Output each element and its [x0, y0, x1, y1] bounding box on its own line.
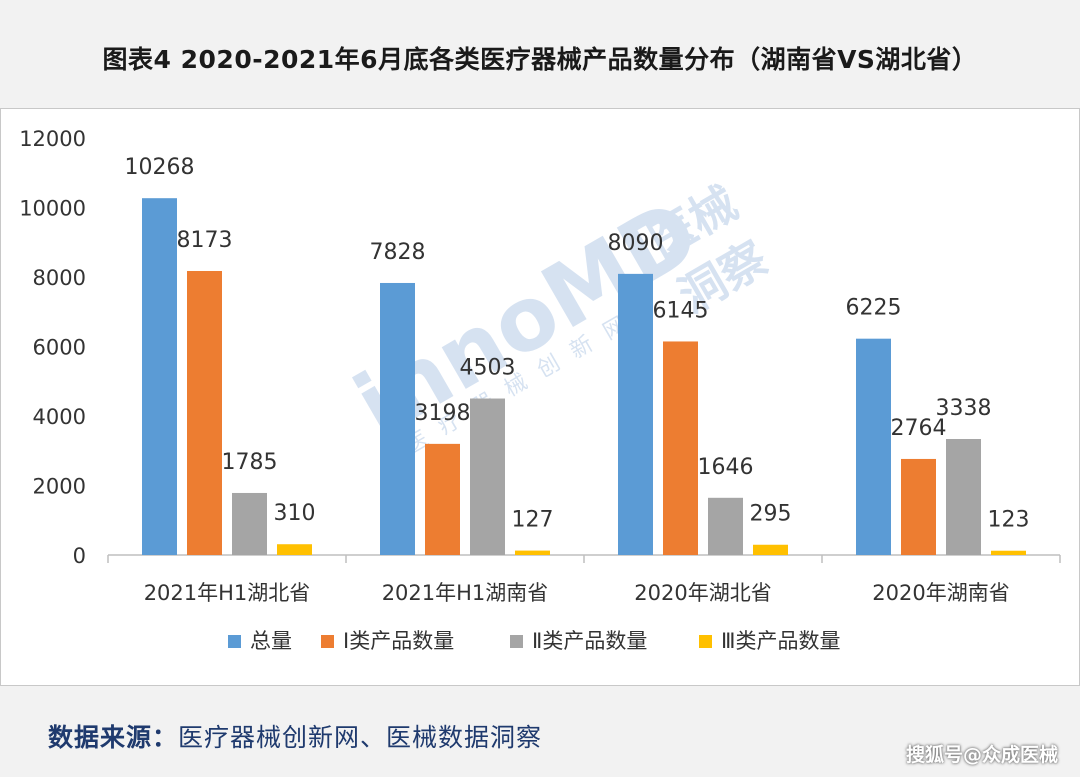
data-label: 127: [512, 508, 554, 533]
bar-1-4: [856, 338, 891, 555]
legend-label: Ⅱ类产品数量: [532, 629, 647, 653]
source-line: 数据来源：医疗器械创新网、医械数据洞察: [48, 718, 542, 754]
data-label: 295: [750, 502, 792, 527]
axes: 0 2000 4000 6000 8000 10000 12000 2021年H1湖北省 202…: [19, 127, 1061, 605]
data-label: 8090: [608, 231, 664, 256]
data-label: 310: [274, 501, 316, 526]
data-label: 1785: [222, 450, 278, 475]
legend-swatch: [321, 635, 334, 648]
bar-4-3: [753, 544, 788, 555]
legend-label: 总量: [250, 629, 292, 653]
data-label: 123: [988, 508, 1030, 533]
y-tick-label: 12000: [19, 127, 86, 151]
x-tick-label: 2021年H1湖北省: [144, 581, 311, 605]
bar-3-3: [708, 497, 743, 555]
data-label: 2764: [891, 416, 947, 441]
data-label: 6145: [653, 298, 709, 323]
data-label: 8173: [177, 228, 233, 253]
bar-1-2: [380, 282, 415, 555]
bar-1-3: [618, 273, 653, 555]
bar-4-2: [515, 550, 550, 555]
y-tick-label: 0: [73, 544, 86, 568]
legend-swatch: [699, 635, 712, 648]
source-text: 医疗器械创新网、医械数据洞察: [178, 723, 543, 752]
bar-3-1: [232, 492, 267, 555]
bar-3-2: [470, 398, 505, 555]
y-tick-label: 4000: [33, 405, 86, 429]
data-labels-group: 10268 8173 1785 310 7828 3198 4503 127 8090 6145 1…: [125, 155, 1030, 533]
bar-2-1: [187, 270, 222, 555]
legend-label: Ⅲ类产品数量: [721, 629, 840, 653]
bar-chart: innoMD 医疗器械创新网 医械 洞察 0200040006000800010…: [19, 127, 1061, 653]
x-tick-label: 2020年湖北省: [634, 581, 771, 605]
y-tick-label: 2000: [33, 475, 86, 499]
chart-panel: innoMD 医疗器械创新网 医械 洞察 0 2000 4000 6000 8000 10…: [0, 108, 1080, 686]
legend-swatch: [228, 635, 241, 648]
chart-title: 图表4 2020-2021年6月底各类医疗器械产品数量分布（湖南省VS湖北省）: [102, 45, 978, 74]
bar-4-4: [991, 550, 1026, 555]
legend-swatch: [510, 635, 523, 648]
bar-2-4: [901, 458, 936, 555]
data-label: 6225: [846, 296, 902, 321]
data-label: 4503: [460, 356, 516, 381]
y-tick-label: 10000: [19, 197, 86, 221]
data-label: 3338: [936, 396, 992, 421]
bar-3-4: [946, 439, 981, 555]
x-tick-label: 2021年H1湖南省: [382, 581, 549, 605]
x-tick-label: 2020年湖南省: [872, 581, 1009, 605]
bars-group: [142, 198, 1026, 555]
source-label: 数据来源：: [48, 723, 179, 752]
y-tick-label: 6000: [33, 336, 86, 360]
y-tick-label: 8000: [33, 266, 86, 290]
bar-2-2: [425, 443, 460, 555]
bar-2-3: [663, 341, 698, 555]
legend-label: Ⅰ类产品数量: [343, 629, 454, 653]
data-label: 1646: [698, 455, 754, 480]
legend: 总量 Ⅰ类产品数量 Ⅱ类产品数量 Ⅲ类产品数量: [228, 629, 840, 653]
credit-watermark: 搜狐号@众成医械: [905, 744, 1058, 766]
data-label: 3198: [415, 401, 471, 426]
bar-4-1: [277, 544, 312, 555]
bar-1-1: [142, 198, 177, 555]
data-label: 10268: [125, 155, 195, 180]
data-label: 7828: [370, 240, 426, 265]
